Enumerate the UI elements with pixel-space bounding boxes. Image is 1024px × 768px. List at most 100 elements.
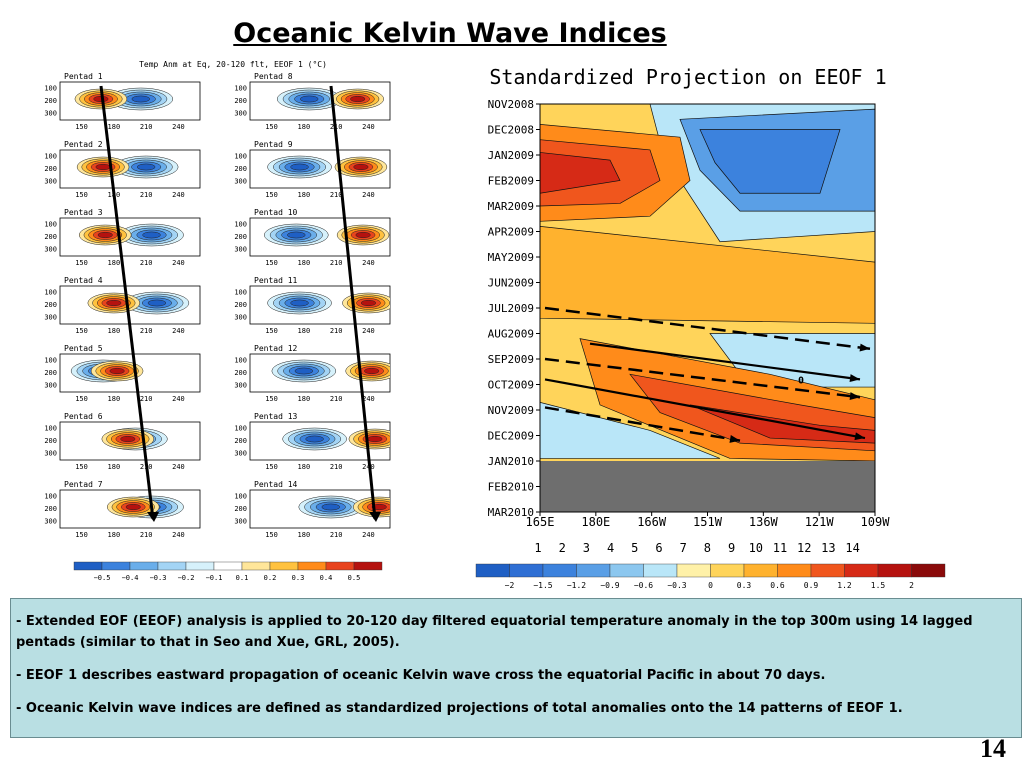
x-tick-label: 210	[330, 191, 343, 199]
arrowhead	[849, 392, 860, 401]
eeof-panel: Pentad 12 100 200 300 150 180 210 240	[234, 344, 391, 403]
colorbar-tick: 2	[909, 581, 914, 590]
propagation-arrow	[544, 378, 866, 440]
colorbar-tick: 0	[708, 581, 713, 590]
eeof-panel: Pentad 4 100 200 300 150 180 210 240	[44, 276, 201, 335]
x-tick-label: 180	[298, 191, 311, 199]
x-tick-label: 166W	[637, 515, 667, 529]
colorbar-swatch	[542, 563, 577, 578]
x-tick-label: 240	[172, 531, 185, 539]
y-tick-label: APR2009	[488, 226, 534, 239]
anomaly-contour	[290, 163, 309, 171]
colorbar-tick: −2	[505, 581, 515, 590]
panel-title: Pentad 10	[254, 208, 298, 217]
y-tick-label: 300	[234, 246, 247, 254]
panel-title: Pentad 13	[254, 412, 298, 421]
panel-title: Pentad 14	[254, 480, 298, 489]
colorbar-swatch	[609, 563, 644, 578]
x-tick-label: 210	[140, 531, 153, 539]
x-tick-label: 150	[265, 395, 278, 403]
anomaly-contour	[300, 95, 319, 103]
colorbar-swatch	[241, 561, 271, 571]
y-tick-label: AUG2009	[488, 328, 534, 341]
colorbar-tick: 0.2	[264, 574, 277, 582]
colorbar-tick: 0.1	[236, 574, 249, 582]
colorbar-swatch	[844, 563, 879, 578]
arrowhead	[849, 374, 860, 383]
propagation-arrow	[589, 342, 861, 381]
colorbar-swatch	[676, 563, 711, 578]
y-tick-label: 100	[44, 220, 57, 228]
pentad-index-label: 1	[534, 541, 541, 555]
y-tick-label: 100	[234, 84, 247, 92]
x-tick-label: 210	[140, 123, 153, 131]
propagation-arrowhead-right	[369, 512, 381, 522]
x-tick-label: 210	[140, 395, 153, 403]
x-tick-label: 150	[265, 123, 278, 131]
y-tick-label: 100	[44, 152, 57, 160]
y-tick-label: 200	[234, 97, 247, 105]
x-tick-label: 150	[265, 531, 278, 539]
y-tick-label: 200	[234, 165, 247, 173]
anomaly-contour	[364, 367, 380, 375]
eeof-panel: Pentad 14 100 200 300 150 180 210 240	[234, 480, 391, 539]
y-tick-label: 200	[234, 369, 247, 377]
x-tick-label: 240	[172, 191, 185, 199]
y-tick-label: DEC2008	[488, 124, 534, 137]
y-tick-label: 300	[234, 450, 247, 458]
x-tick-label: 240	[172, 123, 185, 131]
y-tick-label: 200	[234, 437, 247, 445]
y-tick-label: 100	[234, 424, 247, 432]
pentad-index-label: 3	[583, 541, 590, 555]
anomaly-contour	[136, 163, 156, 171]
propagation-arrowhead-left	[147, 512, 159, 522]
x-tick-label: 180	[298, 123, 311, 131]
y-tick-label: 300	[44, 382, 57, 390]
colorbar-tick: 0.4	[320, 574, 333, 582]
colorbar-swatch	[157, 561, 187, 571]
pentad-index-label: 13	[821, 541, 835, 555]
colorbar-tick: −1.2	[567, 581, 586, 590]
anomaly-contour	[367, 435, 383, 443]
x-tick-label: 150	[265, 463, 278, 471]
x-tick-label: 165E	[526, 515, 555, 529]
x-tick-label: 150	[75, 123, 88, 131]
colorbar-swatch	[269, 561, 299, 571]
pentad-index-label: 8	[704, 541, 711, 555]
x-tick-label: 150	[75, 191, 88, 199]
colorbar-tick: 0.5	[348, 574, 361, 582]
anomaly-contour	[106, 299, 122, 307]
anomaly-contour	[294, 367, 314, 375]
colorbar-tick: 0.9	[804, 581, 819, 590]
x-tick-label: 240	[362, 123, 375, 131]
panel-title: Pentad 7	[64, 480, 103, 489]
y-tick-label: 100	[44, 84, 57, 92]
anomaly-contour	[109, 367, 125, 375]
x-tick-label: 150	[265, 259, 278, 267]
y-tick-label: DEC2009	[488, 430, 534, 443]
colorbar-tick: −0.2	[178, 574, 195, 582]
panel-title: Pentad 9	[254, 140, 293, 149]
y-tick-label: 200	[44, 369, 57, 377]
x-tick-label: 240	[172, 463, 185, 471]
x-tick-label: 150	[75, 531, 88, 539]
x-tick-label: 121W	[805, 515, 835, 529]
x-tick-label: 240	[362, 191, 375, 199]
pentad-index-label: 9	[728, 541, 735, 555]
y-tick-label: 200	[44, 437, 57, 445]
eeof-panel: Pentad 9 100 200 300 150 180 210 240	[234, 140, 391, 199]
eeof-figure-title: Temp Anm at Eq, 20-120 flt, EEOF 1 (°C)	[139, 60, 327, 69]
y-tick-label: 300	[44, 110, 57, 118]
anomaly-region	[540, 226, 875, 324]
x-tick-label: 150	[75, 327, 88, 335]
pentad-index-label: 7	[680, 541, 687, 555]
colorbar-tick: 0.3	[292, 574, 305, 582]
anomaly-contour	[350, 95, 366, 103]
colorbar-swatch	[325, 561, 355, 571]
pentad-index-label: 14	[845, 541, 859, 555]
x-tick-label: 240	[172, 259, 185, 267]
y-tick-label: 300	[44, 246, 57, 254]
anomaly-contour	[131, 95, 150, 103]
x-tick-label: 240	[362, 259, 375, 267]
colorbar-tick: −0.3	[150, 574, 167, 582]
